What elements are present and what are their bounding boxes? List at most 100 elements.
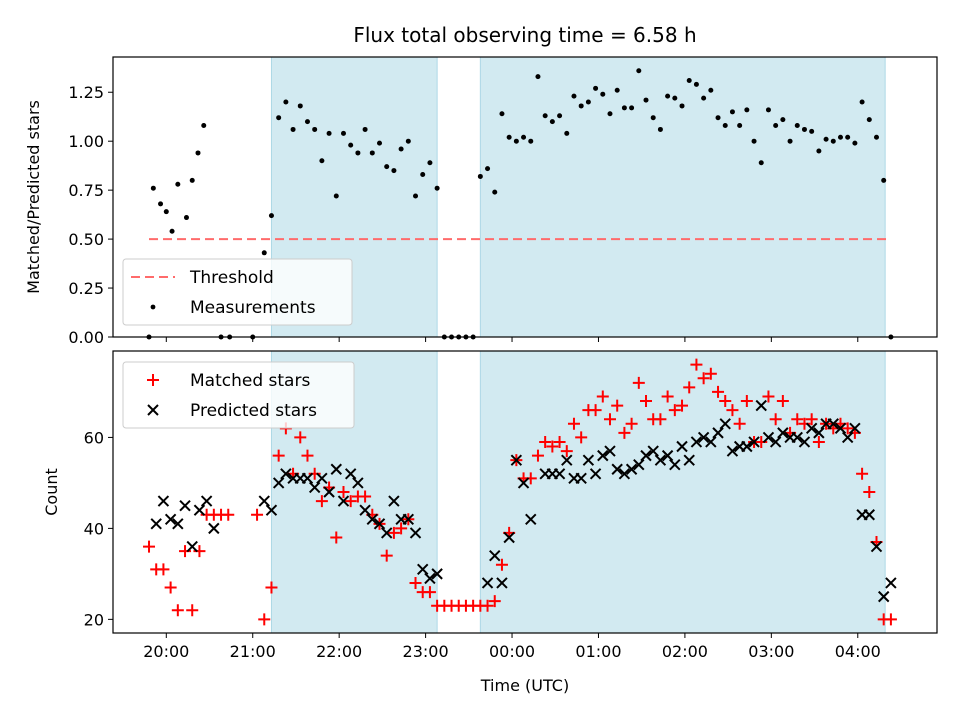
matched-star-point — [423, 586, 436, 599]
predicted-star-point — [258, 495, 270, 507]
measurement-point — [189, 177, 195, 183]
x-tick-label: 02:00 — [662, 642, 708, 661]
predicted-star-point — [640, 449, 652, 462]
predicted-star-point — [669, 459, 681, 471]
matched-star-point — [661, 390, 674, 403]
top-panel-y-axis-label: Matched/Predicted stars — [24, 100, 43, 294]
measurement-point — [629, 105, 635, 111]
y-tick-label: 0.50 — [68, 230, 104, 249]
measurement-point — [377, 140, 383, 146]
measurement-point — [362, 126, 368, 132]
measurement-point — [175, 181, 181, 187]
legend-predicted-label: Predicted stars — [190, 401, 317, 421]
y-tick-label: 20 — [84, 610, 104, 629]
matched-star-point — [769, 413, 782, 426]
measurement-point — [477, 173, 483, 179]
y-tick-label: 0.00 — [68, 328, 104, 347]
predicted-star-point — [366, 513, 379, 525]
predicted-star-point — [272, 477, 285, 489]
measurement-point — [195, 150, 201, 156]
predicted-star-point — [582, 454, 595, 466]
matched-star-point — [395, 522, 408, 535]
predicted-star-point — [647, 445, 659, 457]
predicted-star-point — [337, 495, 350, 507]
top-panel-shading — [270, 57, 886, 337]
measurement-point — [564, 130, 570, 136]
measurement-point — [297, 103, 303, 109]
matched-star-point — [380, 549, 393, 562]
measurement-point — [787, 138, 793, 144]
measurement-point — [499, 111, 505, 117]
predicted-star-point — [308, 481, 321, 494]
y-tick-label: 1.25 — [68, 83, 104, 102]
predicted-star-point — [380, 527, 393, 539]
matched-star-point — [251, 508, 264, 521]
observing-span — [480, 351, 886, 633]
predicted-star-point — [834, 422, 847, 435]
predicted-star-point — [417, 563, 429, 576]
measurement-point — [693, 81, 699, 87]
legend-matched-swatch — [147, 374, 159, 386]
top-panel-legend: Threshold Measurements — [122, 258, 353, 326]
top-panel: 0.00 0.25 0.50 0.75 1.00 1.25 Matched/Predict… — [24, 56, 938, 347]
matched-star-point — [143, 540, 156, 553]
y-tick-label: 0.25 — [68, 279, 104, 298]
matched-star-point — [740, 395, 753, 408]
predicted-star-point — [208, 522, 220, 535]
measurement-point — [492, 189, 498, 195]
measurement-point — [600, 91, 606, 97]
legend-box — [122, 258, 353, 326]
predicted-star-point — [301, 472, 314, 485]
matched-star-point — [539, 435, 552, 448]
matched-star-point — [611, 399, 624, 412]
matched-star-point — [553, 435, 566, 448]
measurement-point — [607, 111, 613, 117]
y-tick-label: 40 — [84, 519, 104, 538]
measurement-point — [737, 123, 743, 129]
predicted-star-point — [186, 540, 198, 553]
predicted-star-point — [712, 427, 724, 439]
predicted-star-point — [517, 477, 530, 489]
y-tick-label: 60 — [84, 428, 104, 447]
measurement-point — [701, 95, 707, 101]
matched-star-point — [315, 495, 328, 508]
matched-star-point — [359, 490, 372, 503]
measurement-point — [729, 109, 735, 115]
matched-star-point — [632, 376, 645, 389]
observing-span — [480, 57, 886, 337]
bottom-panel-marks — [143, 358, 897, 626]
measurement-point — [823, 136, 829, 142]
matched-star-point — [668, 404, 681, 417]
measurement-point — [881, 177, 887, 183]
predicted-star-point — [179, 499, 191, 512]
matched-star-point — [330, 531, 343, 544]
predicted-star-point — [726, 445, 739, 457]
bottom-panel-y-axis-label: Count — [42, 468, 61, 516]
measurement-point — [261, 250, 267, 256]
measurement-point — [405, 138, 411, 144]
matched-star-point — [704, 367, 717, 380]
matched-star-point — [272, 449, 285, 462]
predicted-star-point — [150, 518, 162, 530]
measurement-point — [621, 105, 627, 111]
predicted-star-point — [323, 486, 335, 498]
matched-star-point — [164, 581, 177, 594]
measurement-point — [715, 115, 721, 121]
measurement-point — [636, 68, 642, 74]
measurement-point — [513, 138, 519, 144]
measurement-point — [290, 126, 296, 132]
predicted-star-point — [388, 495, 400, 507]
x-tick-label: 00:00 — [489, 642, 535, 661]
measurement-point — [679, 103, 685, 109]
measurement-point — [780, 117, 786, 123]
matched-star-point — [603, 413, 616, 426]
matched-star-point — [567, 417, 580, 430]
predicted-star-point — [618, 468, 631, 480]
legend-predicted-swatch — [147, 404, 159, 416]
measurement-point — [183, 215, 189, 221]
measurement-point — [650, 115, 656, 121]
predicted-star-point — [690, 436, 703, 448]
x-tick-label: 23:00 — [403, 642, 449, 661]
matched-star-point — [719, 395, 732, 408]
legend-matched-label: Matched stars — [190, 371, 310, 391]
